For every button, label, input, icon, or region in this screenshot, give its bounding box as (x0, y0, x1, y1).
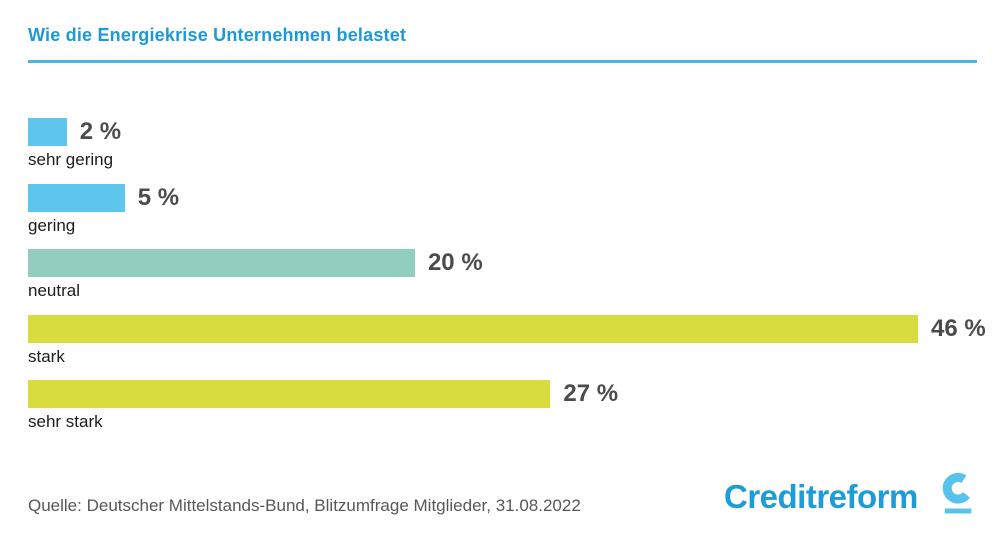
bar-neutral (28, 249, 415, 277)
creditreform-c-icon (942, 473, 972, 514)
bar-category-label: gering (28, 216, 76, 235)
bar-category-label: sehr gering (28, 150, 114, 169)
bar-value-label: 27 % (563, 380, 619, 407)
bar-category-label: stark (28, 347, 65, 366)
chart-title: Wie die Energiekrise Unternehmen belaste… (28, 25, 407, 45)
bar-track: 20 % (28, 249, 983, 277)
title-underline (28, 60, 977, 63)
bar-row: 27 % sehr stark (28, 380, 983, 432)
bar-row: 2 % sehr gering (28, 118, 983, 170)
bar-row: 5 % gering (28, 184, 983, 236)
bar-value-label: 2 % (79, 118, 122, 145)
bar-gering (28, 184, 125, 212)
bar-track: 27 % (28, 380, 983, 408)
bar-chart: 2 % sehr gering 5 % gering 20 % neutral 46 % st… (28, 118, 986, 458)
creditreform-logo-text: Creditreform (724, 478, 918, 515)
bar-track: 46 % (28, 315, 986, 343)
bar-value-label: 20 % (427, 249, 483, 276)
bar-row: 20 % neutral (28, 249, 983, 301)
source-note: Quelle: Deutscher Mittelstands-Bund, Bli… (28, 496, 581, 515)
bar-category-label: sehr stark (28, 412, 103, 431)
bar-category-label: neutral (28, 281, 80, 300)
bar-sehr-gering (28, 118, 67, 146)
bar-sehr-stark (28, 380, 551, 408)
bar-value-label: 5 % (137, 184, 180, 211)
bar-value-label: 46 % (931, 315, 986, 342)
bar-row: 46 % stark (28, 315, 986, 367)
bar-track: 2 % (28, 118, 983, 146)
bar-track: 5 % (28, 184, 983, 212)
bar-stark (28, 315, 918, 343)
